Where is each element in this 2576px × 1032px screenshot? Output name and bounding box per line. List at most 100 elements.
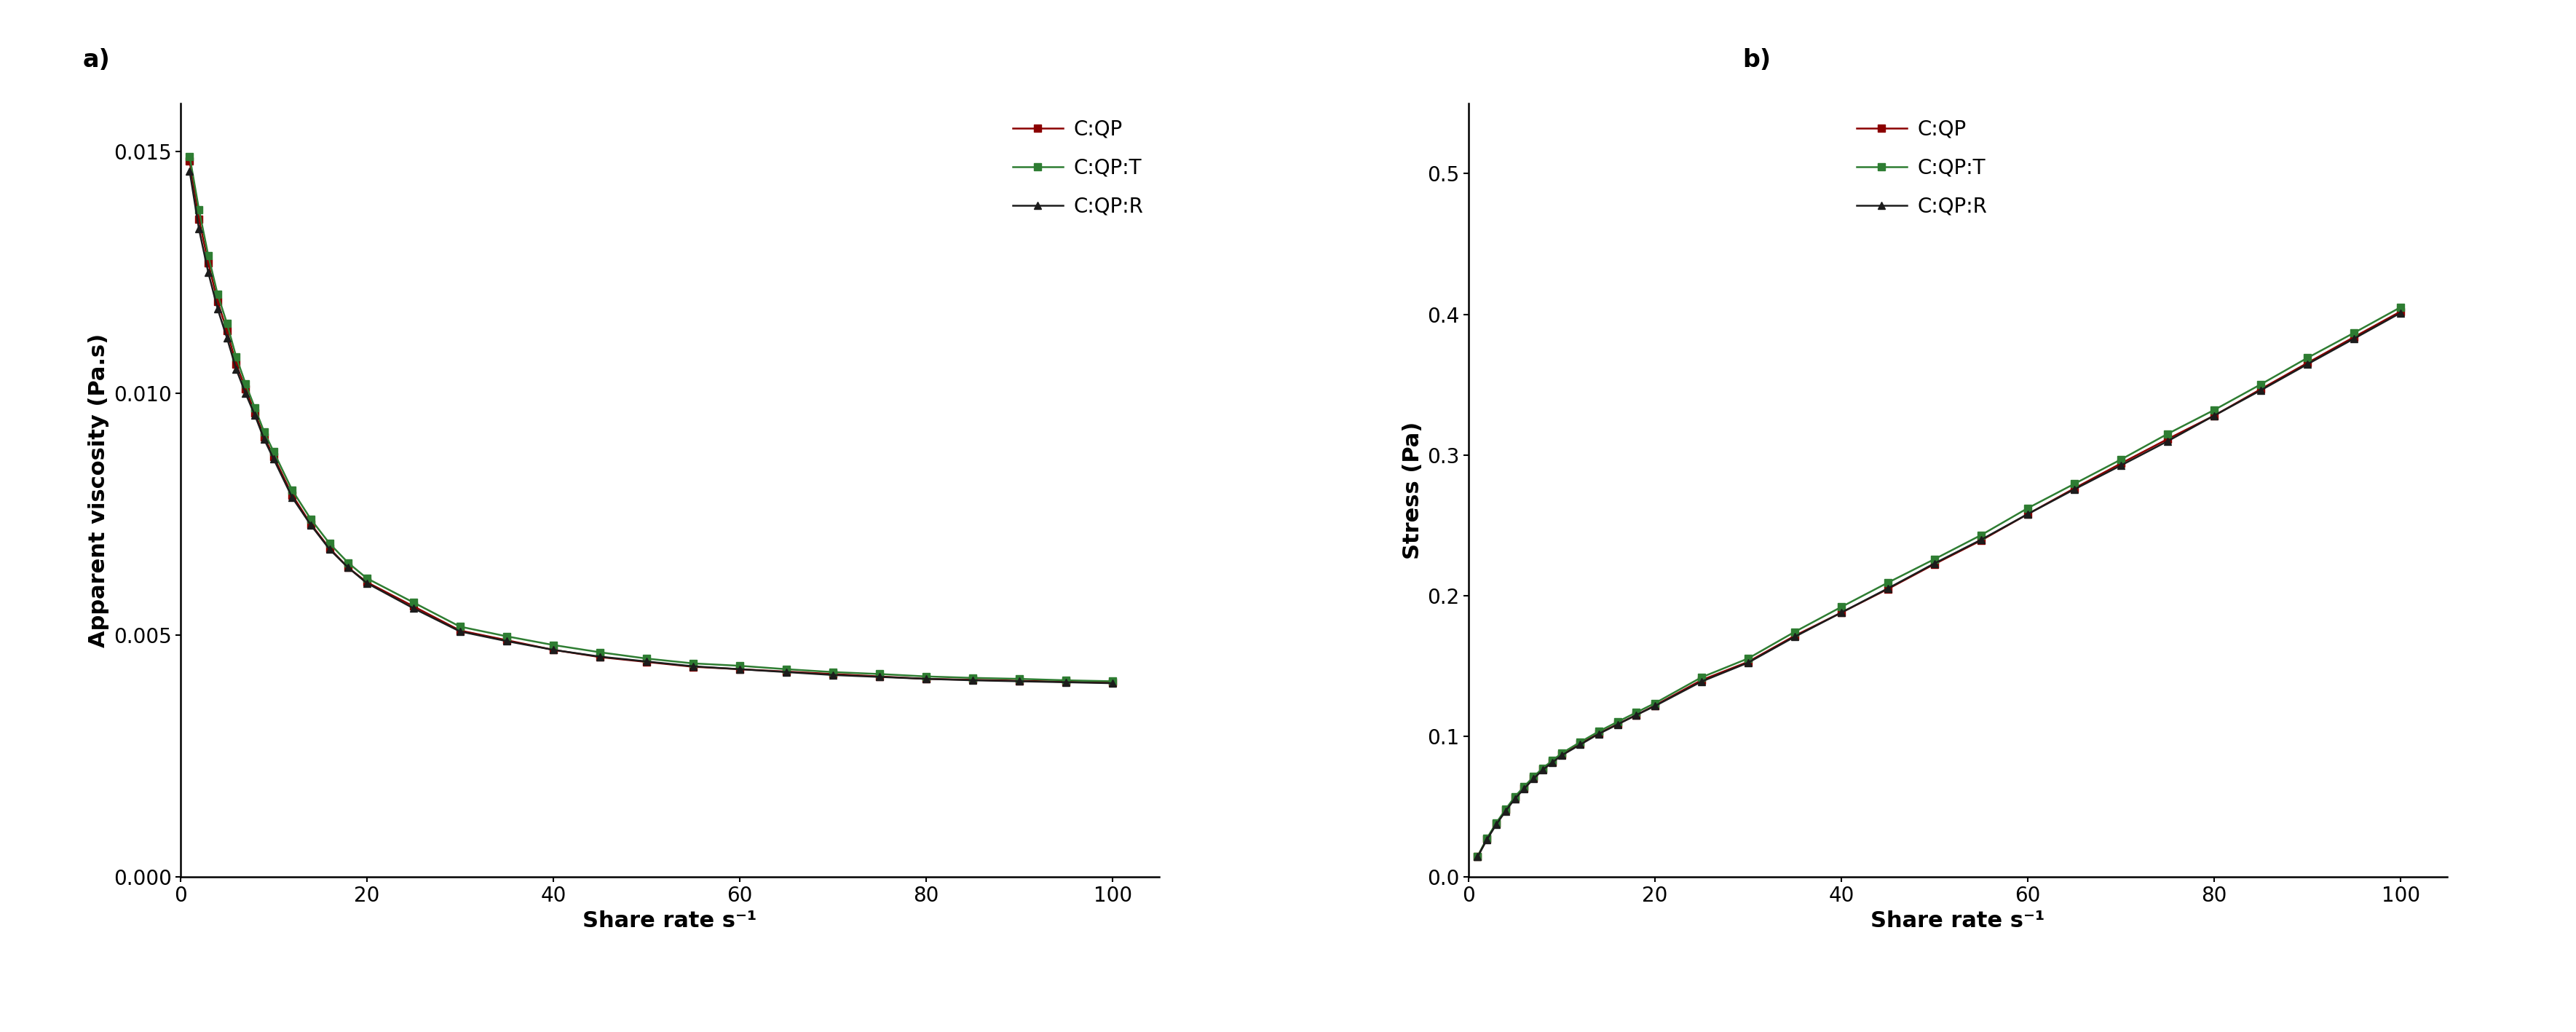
C:QP:R <box>229 387 260 399</box>
C:QP:R <box>183 223 214 235</box>
C:QP <box>724 663 755 675</box>
C:QP:T <box>1780 625 1811 638</box>
C:QP <box>1780 630 1811 642</box>
C:QP <box>2105 457 2136 470</box>
C:QP:R <box>912 673 943 685</box>
C:QP:R <box>1826 607 1857 619</box>
C:QP:T <box>1685 671 1716 683</box>
C:QP <box>1546 748 1577 761</box>
C:QP <box>183 213 214 225</box>
C:QP:R <box>175 165 206 178</box>
C:QP:R <box>1685 675 1716 687</box>
C:QP <box>1638 700 1669 712</box>
C:QP <box>1873 583 1904 595</box>
C:QP <box>201 295 232 308</box>
C:QP <box>258 450 289 462</box>
C:QP:T <box>677 657 708 670</box>
C:QP:T <box>631 652 662 665</box>
C:QP:T <box>770 663 801 675</box>
C:QP:T <box>1481 816 1512 829</box>
C:QP:R <box>1481 818 1512 831</box>
C:QP:R <box>1499 793 1530 805</box>
C:QP <box>2385 305 2416 318</box>
C:QP <box>446 624 477 637</box>
C:QP <box>538 644 569 656</box>
C:QP:R <box>201 302 232 315</box>
C:QP:T <box>446 620 477 633</box>
C:QP:T <box>314 538 345 550</box>
C:QP:R <box>1873 582 1904 594</box>
C:QP:T <box>492 631 523 643</box>
C:QP:T <box>2293 352 2324 364</box>
C:QP:R <box>1919 557 1950 570</box>
Line: C:QP:R: C:QP:R <box>1473 310 2403 861</box>
C:QP:T <box>1517 771 1548 783</box>
C:QP:R <box>1097 677 1128 689</box>
C:QP:R <box>1051 676 1082 688</box>
C:QP <box>2293 357 2324 369</box>
C:QP:R <box>222 363 252 376</box>
Text: a): a) <box>82 49 111 72</box>
C:QP:T <box>1546 747 1577 760</box>
C:QP <box>2151 433 2182 446</box>
C:QP:T <box>1005 673 1036 685</box>
C:QP:R <box>193 266 224 279</box>
C:QP <box>296 518 327 530</box>
C:QP <box>211 324 242 336</box>
C:QP:T <box>250 426 281 439</box>
C:QP:T <box>229 378 260 390</box>
C:QP:T <box>1471 832 1502 844</box>
C:QP:R <box>724 663 755 675</box>
C:QP <box>1463 850 1494 863</box>
C:QP:T <box>1051 674 1082 686</box>
C:QP:R <box>2200 410 2231 422</box>
C:QP:T <box>2339 327 2370 340</box>
C:QP:R <box>1510 782 1540 795</box>
C:QP:R <box>1463 850 1494 863</box>
C:QP <box>817 668 848 680</box>
C:QP <box>1528 763 1558 775</box>
C:QP:T <box>724 659 755 672</box>
Line: C:QP: C:QP <box>1473 308 2403 860</box>
C:QP:T <box>538 639 569 651</box>
C:QP:R <box>1564 739 1595 751</box>
C:QP:T <box>2200 404 2231 416</box>
C:QP <box>250 430 281 443</box>
C:QP <box>631 655 662 668</box>
C:QP:R <box>350 577 381 589</box>
C:QP:T <box>397 596 428 609</box>
C:QP <box>1620 709 1651 721</box>
X-axis label: Share rate s⁻¹: Share rate s⁻¹ <box>582 910 757 931</box>
C:QP <box>222 358 252 370</box>
C:QP:R <box>1005 675 1036 687</box>
C:QP:T <box>863 668 894 680</box>
C:QP <box>770 666 801 678</box>
Line: C:QP:T: C:QP:T <box>185 153 1115 685</box>
C:QP <box>1510 781 1540 794</box>
C:QP <box>1538 755 1569 768</box>
C:QP:R <box>1517 773 1548 785</box>
C:QP:R <box>2385 307 2416 319</box>
C:QP:T <box>1620 706 1651 718</box>
C:QP:T <box>296 513 327 525</box>
C:QP:R <box>492 635 523 647</box>
C:QP:T <box>1873 577 1904 589</box>
Line: C:QP:R: C:QP:R <box>185 167 1115 686</box>
C:QP <box>677 660 708 673</box>
C:QP <box>2246 383 2277 395</box>
C:QP:R <box>631 655 662 668</box>
C:QP:T <box>201 288 232 300</box>
C:QP <box>1097 677 1128 689</box>
C:QP <box>585 651 616 664</box>
C:QP:T <box>912 670 943 682</box>
C:QP:T <box>1826 601 1857 613</box>
C:QP <box>350 576 381 588</box>
Text: b): b) <box>1741 49 1770 72</box>
C:QP <box>492 634 523 646</box>
C:QP:R <box>2293 358 2324 370</box>
X-axis label: Share rate s⁻¹: Share rate s⁻¹ <box>1870 910 2045 931</box>
C:QP:R <box>1584 728 1615 740</box>
Line: C:QP: C:QP <box>185 158 1115 686</box>
C:QP <box>193 257 224 269</box>
C:QP:R <box>211 331 242 344</box>
